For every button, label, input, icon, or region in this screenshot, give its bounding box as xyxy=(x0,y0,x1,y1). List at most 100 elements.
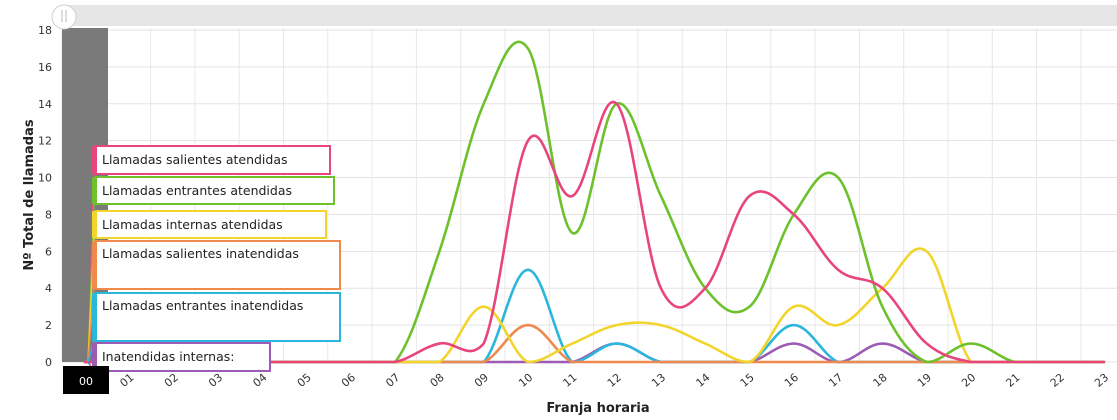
series-point xyxy=(526,138,530,142)
series-point xyxy=(747,194,751,198)
series-point xyxy=(880,341,884,345)
x-tick-label: 01 xyxy=(118,371,137,390)
x-tick-label: 03 xyxy=(206,371,225,390)
x-tick-label: 21 xyxy=(1004,371,1023,390)
x-tick-label: 17 xyxy=(826,371,845,390)
series-point xyxy=(836,175,840,179)
y-tick-label: 8 xyxy=(45,208,52,221)
tooltip-pointer xyxy=(92,293,96,341)
x-tick-label: 08 xyxy=(428,371,447,390)
series-point xyxy=(1057,360,1061,364)
series-point xyxy=(969,341,973,345)
x-tick-label: 12 xyxy=(605,371,624,390)
x-tick-label: 02 xyxy=(162,371,181,390)
x-tick-label: 04 xyxy=(250,371,269,390)
x-tick-label: 19 xyxy=(915,371,934,390)
scrollbar-track[interactable] xyxy=(62,5,1117,26)
series-point xyxy=(482,360,486,364)
scrollbar-handle[interactable] xyxy=(51,4,77,30)
series-point xyxy=(526,360,530,364)
series-point xyxy=(659,194,663,198)
y-tick-label: 0 xyxy=(45,356,52,369)
tooltip-label: Llamadas salientes atendidas xyxy=(102,152,288,167)
tooltip-box xyxy=(95,240,341,290)
series-point xyxy=(614,360,618,364)
series-point xyxy=(614,341,618,345)
x-tick-label: 10 xyxy=(516,371,535,390)
series-point xyxy=(880,360,884,364)
tooltip-series-3: Llamadas salientes inatendidas xyxy=(87,240,341,363)
series-point xyxy=(349,360,353,364)
tooltip-series-1: Llamadas entrantes atendidas xyxy=(87,176,335,363)
tooltip-box xyxy=(95,342,271,372)
tooltip-pointer xyxy=(92,343,96,371)
series-point xyxy=(703,360,707,364)
tooltip-pointer xyxy=(92,146,96,174)
x-tick-label: 22 xyxy=(1048,371,1067,390)
series-point xyxy=(925,341,929,345)
series-point xyxy=(437,341,441,345)
x-tick-label: 11 xyxy=(561,371,580,390)
tooltip-series-4: Llamadas entrantes inatendidas xyxy=(87,292,341,363)
series-point xyxy=(482,341,486,345)
y-tick-label: 16 xyxy=(38,61,52,74)
tooltip-label: Llamadas entrantes atendidas xyxy=(102,183,292,198)
series-point xyxy=(526,268,530,272)
y-tick-label: 12 xyxy=(38,135,52,148)
series-point xyxy=(393,360,397,364)
tooltip-box xyxy=(95,145,331,175)
x-tick-label: 14 xyxy=(693,371,712,390)
tooltip-series-0: Llamadas salientes atendidas xyxy=(87,145,331,363)
x-axis-ticks: 01 02 03 04 05 06 07 08 09 10 11 12 13 14 15 16 17 18 19 20… xyxy=(118,371,1112,390)
series-point xyxy=(969,360,973,364)
tooltip-label: Llamadas internas atendidas xyxy=(102,217,283,232)
series-point xyxy=(836,268,840,272)
series-point xyxy=(570,231,574,235)
series-point xyxy=(703,341,707,345)
series-point xyxy=(437,360,441,364)
tooltip-series-5: Inatendidas internas: xyxy=(87,342,271,372)
series-tooltips: Llamadas salientes atendidas Llamadas ent… xyxy=(87,145,341,372)
series-point xyxy=(304,360,308,364)
series-point xyxy=(482,102,486,106)
series-point xyxy=(570,194,574,198)
series-point xyxy=(659,360,663,364)
y-tick-label: 4 xyxy=(45,282,52,295)
series-point xyxy=(925,249,929,253)
x-tick-label: 09 xyxy=(472,371,491,390)
x-tick-label: 07 xyxy=(383,371,402,390)
tooltip-pointer xyxy=(92,241,96,289)
series-point xyxy=(526,323,530,327)
x-tick-label: 20 xyxy=(959,371,978,390)
series-point xyxy=(570,360,574,364)
series-point xyxy=(570,341,574,345)
tooltip-series-2: Llamadas internas atendidas xyxy=(87,210,327,363)
y-axis-title: Nº Total de llamadas xyxy=(22,119,37,271)
series-point xyxy=(880,286,884,290)
highlighted-hour-box[interactable] xyxy=(63,366,109,394)
series-point xyxy=(880,304,884,308)
tooltip-label: Llamadas salientes inatendidas xyxy=(102,246,299,261)
series-point xyxy=(747,304,751,308)
x-tick-label: 05 xyxy=(295,371,314,390)
tooltip-box xyxy=(95,292,341,342)
series-point xyxy=(482,304,486,308)
series-point xyxy=(1013,360,1017,364)
y-axis-ticks: 0 2 4 6 8 10 12 14 16 18 xyxy=(38,24,52,369)
series-point xyxy=(792,360,796,364)
tooltip-pointer xyxy=(92,177,96,204)
series-point xyxy=(792,304,796,308)
series-line xyxy=(83,100,1106,364)
series-point xyxy=(437,249,441,253)
y-tick-label: 6 xyxy=(45,245,52,258)
tooltip-label: Llamadas entrantes inatendidas xyxy=(102,298,303,313)
series-point xyxy=(792,212,796,216)
x-tick-label: 23 xyxy=(1092,371,1111,390)
series-point xyxy=(659,286,663,290)
series-point xyxy=(614,102,618,106)
series-point xyxy=(614,323,618,327)
y-tick-label: 18 xyxy=(38,24,52,37)
x-tick-label: 06 xyxy=(339,371,358,390)
series-point xyxy=(792,323,796,327)
